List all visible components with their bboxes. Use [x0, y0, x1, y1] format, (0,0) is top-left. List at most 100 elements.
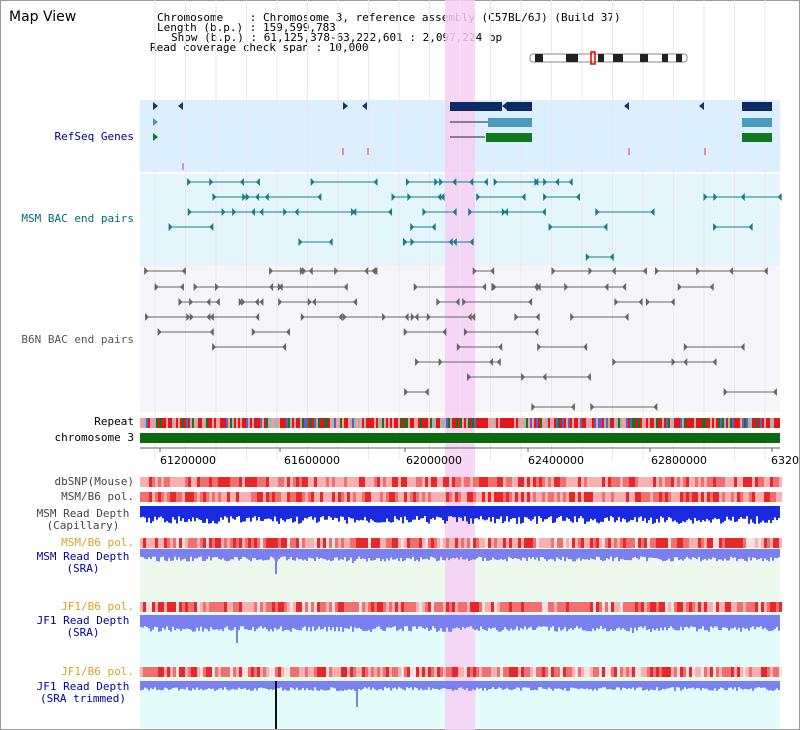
depth-spike	[632, 615, 634, 633]
pol-cell	[299, 538, 302, 548]
depth-bar	[576, 549, 578, 560]
pol-cell	[542, 538, 545, 548]
depth-bar	[696, 681, 698, 688]
pol-cell	[218, 538, 221, 548]
pol-cell	[689, 602, 692, 612]
bac-end	[696, 267, 701, 275]
depth-bar	[172, 506, 174, 518]
pol-cell	[185, 492, 188, 502]
repeat-segment	[316, 418, 318, 428]
repeat-segment	[368, 418, 370, 428]
pol-cell	[566, 477, 569, 487]
depth-bar	[382, 615, 384, 631]
depth-bar	[544, 615, 546, 627]
pol-cell	[503, 492, 506, 502]
pol-cell	[413, 477, 416, 487]
msm-bac-label[interactable]: MSM BAC end pairs	[21, 212, 134, 225]
pol-cell	[299, 667, 302, 677]
pol-cell	[569, 492, 572, 502]
depth-bar	[430, 615, 432, 630]
depth-bar	[536, 549, 538, 558]
depth-bar	[760, 506, 762, 523]
pol-cell	[482, 602, 485, 612]
depth-bar	[656, 681, 658, 688]
pol-cell	[665, 667, 668, 677]
depth-bar	[506, 615, 508, 630]
depth-bar	[328, 549, 330, 560]
pol-cell	[431, 538, 434, 548]
depth-bar	[510, 549, 512, 559]
depth-bar	[594, 681, 596, 689]
pol-cell	[737, 492, 740, 502]
depth-bar	[474, 506, 476, 519]
bac-end	[338, 313, 343, 321]
pol-cell	[470, 602, 473, 612]
depth-bar	[318, 681, 320, 691]
pol-cell	[428, 538, 431, 548]
repeat-segment	[308, 418, 310, 428]
refseq-genes-label[interactable]: RefSeq Genes	[54, 130, 134, 143]
depth-bar	[324, 681, 326, 691]
repeat-segment	[226, 418, 228, 428]
depth-bar	[506, 681, 508, 688]
depth-bar	[340, 506, 342, 517]
depth-bar	[394, 549, 396, 560]
pol-cell	[728, 477, 731, 487]
bac-end	[442, 328, 447, 336]
repeat-segment	[354, 418, 356, 428]
pol-cell	[473, 492, 476, 502]
depth-bar	[766, 615, 768, 630]
depth-bar	[306, 549, 308, 561]
pol-cell	[260, 667, 263, 677]
repeat-segment	[206, 418, 208, 428]
pol-cell	[608, 602, 611, 612]
pol-cell	[287, 477, 290, 487]
pol-cell	[461, 602, 464, 612]
repeat-segment	[382, 418, 384, 428]
depth-bar	[486, 506, 488, 520]
pol-cell	[293, 602, 296, 612]
pol-cell	[284, 538, 287, 548]
pol-cell	[680, 477, 683, 487]
depth-bar	[758, 615, 760, 628]
depth-bar	[200, 681, 202, 689]
depth-bar	[644, 681, 646, 691]
pol-cell	[485, 602, 488, 612]
pol-cell	[236, 602, 239, 612]
depth-bar	[520, 681, 522, 691]
depth-bar	[282, 549, 284, 557]
pol-cell	[770, 492, 773, 502]
pol-cell	[254, 492, 257, 502]
pol-cell	[260, 602, 263, 612]
depth-bar	[662, 615, 664, 631]
bac-end	[278, 298, 283, 306]
b6n-bac-label[interactable]: B6N BAC end pairs	[21, 333, 134, 346]
pol-cell	[251, 667, 254, 677]
depth-bar	[556, 549, 558, 558]
depth-bar	[180, 506, 182, 521]
repeat-segment	[544, 418, 546, 428]
depth-bar	[510, 615, 512, 629]
depth-bar	[350, 506, 352, 519]
bac-end	[469, 178, 474, 186]
repeat-segment	[456, 418, 458, 428]
pol-cell	[605, 667, 608, 677]
repeat-segment	[714, 418, 716, 428]
pol-cell	[146, 667, 149, 677]
depth-bar	[444, 615, 446, 632]
pol-cell	[257, 492, 260, 502]
pol-cell	[332, 602, 335, 612]
depth-bar	[198, 549, 200, 558]
depth-bar	[240, 549, 242, 560]
depth-bar	[454, 615, 456, 629]
pol-cell	[548, 667, 551, 677]
depth-bar	[752, 615, 754, 627]
pol-cell	[749, 667, 752, 677]
pol-cell	[293, 492, 296, 502]
depth-bar	[612, 506, 614, 518]
gene-arrow	[624, 102, 629, 110]
pol-cell	[359, 667, 362, 677]
depth-bar	[692, 615, 694, 627]
pol-cell	[536, 477, 539, 487]
